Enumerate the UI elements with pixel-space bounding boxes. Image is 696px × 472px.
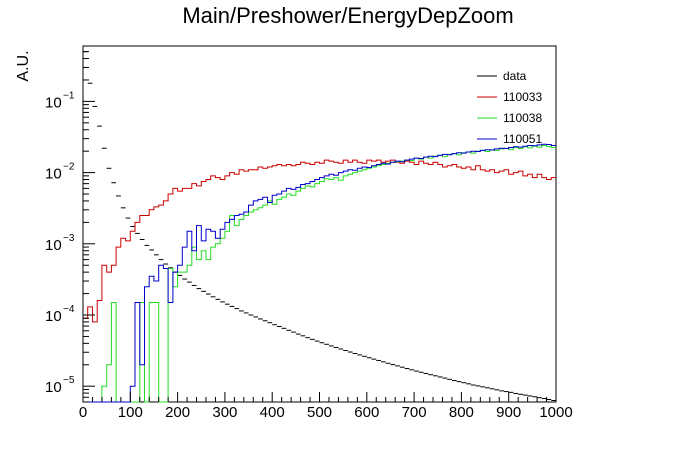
x-tick-label: 200 (165, 404, 190, 421)
y-tick-label: 10 (45, 94, 62, 111)
series-110051 (83, 143, 556, 403)
x-tick-label: 700 (402, 404, 427, 421)
y-tick-exponent: −1 (63, 90, 75, 101)
x-tick-label: 300 (212, 404, 237, 421)
x-tick-label: 0 (79, 404, 87, 421)
legend: data 110033 110038 110051 (477, 69, 542, 146)
y-tick-exponent: −3 (63, 233, 75, 244)
y-tick-label: 10 (45, 237, 62, 254)
x-tick-label: 100 (118, 404, 143, 421)
x-tick-label: 900 (496, 404, 521, 421)
x-tick-label: 1000 (539, 404, 572, 421)
legend-label-110038: 110038 (503, 111, 542, 125)
x-tick-label: 400 (260, 404, 285, 421)
y-tick-label: 10 (45, 308, 62, 325)
x-axis: 0 100 200 300 400 500 600 700 800 900 1000 (79, 392, 573, 421)
y-tick-label: 10 (45, 166, 62, 183)
y-tick-exponent: −4 (63, 304, 75, 315)
y-axis-label: A.U. (15, 50, 32, 81)
y-axis: 10−510−410−310−210−1 (45, 51, 95, 403)
chart-title: Main/Preshower/EnergyDepZoom (182, 3, 513, 28)
legend-label-110051: 110051 (503, 132, 542, 146)
x-tick-label: 500 (307, 404, 332, 421)
y-tick-exponent: −5 (63, 375, 75, 386)
series-line (83, 143, 556, 403)
y-tick-exponent: −2 (63, 162, 75, 173)
legend-label-data: data (503, 69, 527, 83)
series-line (83, 159, 556, 323)
x-tick-label: 600 (354, 404, 379, 421)
series-data (83, 51, 556, 401)
y-tick-label: 10 (45, 379, 62, 396)
x-tick-label: 800 (449, 404, 474, 421)
legend-label-110033: 110033 (503, 90, 542, 104)
series-layer (83, 51, 556, 403)
series-110033 (83, 159, 556, 323)
